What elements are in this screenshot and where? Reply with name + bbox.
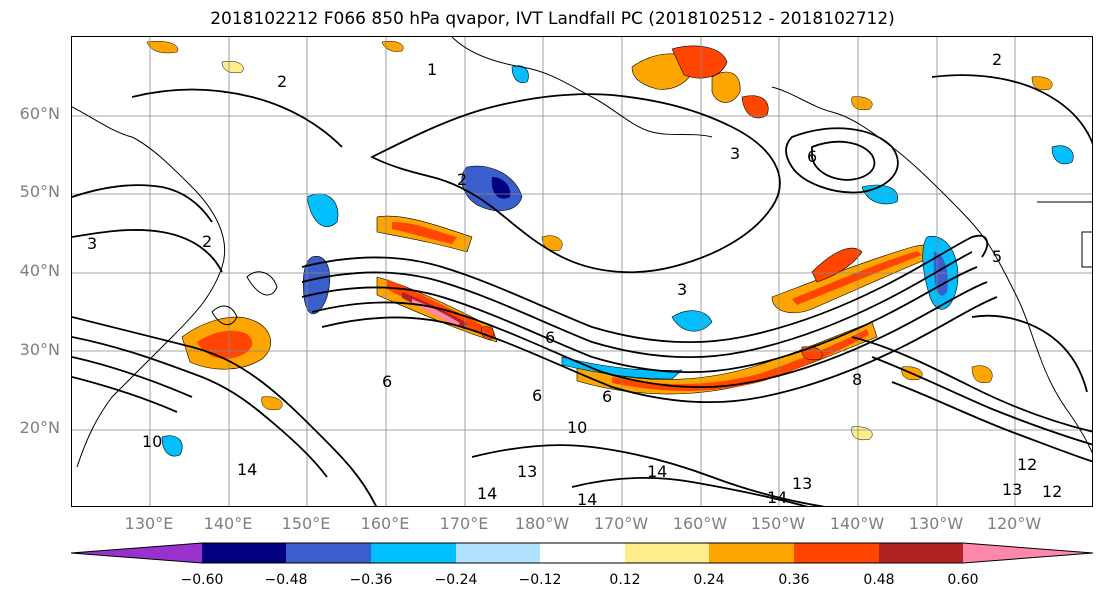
contour-label-group: 1 2 2 2 2 3 3 3 6 6 6 6 6 8 10 10 12 12 … xyxy=(87,50,1062,507)
colorbar-segment xyxy=(371,543,456,563)
lon-label-160e: 160°E xyxy=(360,514,410,533)
contour-label: 13 xyxy=(1002,480,1022,499)
colorbar-tick: 0.36 xyxy=(778,572,810,588)
contour-label: 3 xyxy=(87,234,97,253)
contour-label: 14 xyxy=(577,490,597,507)
contour-label: 6 xyxy=(382,372,392,391)
lon-label-160w: 160°W xyxy=(672,514,728,533)
contour-label: 3 xyxy=(677,280,687,299)
lat-label-50: 50°N xyxy=(19,182,60,201)
colorbar xyxy=(71,542,1094,564)
colorbar-segment xyxy=(963,543,1093,563)
map-canvas: 1 2 2 2 2 3 3 3 6 6 6 6 6 8 10 10 12 12 … xyxy=(72,37,1092,507)
contour-label: 1 xyxy=(427,60,437,79)
lon-label-140e: 140°E xyxy=(203,514,253,533)
contour-label: 10 xyxy=(567,418,587,437)
colorbar-segment xyxy=(456,543,540,563)
colorbar-tick: 0.48 xyxy=(863,572,895,588)
lon-label-140w: 140°W xyxy=(829,514,885,533)
lon-label-170e: 170°E xyxy=(439,514,489,533)
contour-label: 6 xyxy=(807,147,817,166)
colorbar-segment xyxy=(794,543,879,563)
contour-label: 2 xyxy=(992,50,1002,69)
colorbar-tick: 0.60 xyxy=(947,572,979,588)
contour-label: 2 xyxy=(202,232,212,251)
colorbar-tick: −0.60 xyxy=(180,572,224,588)
map-panel: 1 2 2 2 2 3 3 3 6 6 6 6 6 8 10 10 12 12 … xyxy=(71,36,1093,507)
lat-label-60: 60°N xyxy=(19,104,60,123)
contour-label: 3 xyxy=(730,144,740,163)
ivt-contours xyxy=(72,74,1092,506)
lat-label-30: 30°N xyxy=(19,340,60,359)
lat-label-20: 20°N xyxy=(19,418,60,437)
colorbar-tick: −0.24 xyxy=(434,572,478,588)
colorbar-tick: 0.24 xyxy=(693,572,725,588)
contour-label: 12 xyxy=(1042,482,1062,501)
contour-label: 8 xyxy=(852,370,862,389)
lon-label-170w: 170°W xyxy=(593,514,649,533)
lon-label-150w: 150°W xyxy=(750,514,806,533)
contour-label: 6 xyxy=(602,387,612,406)
colorbar-segment xyxy=(709,543,794,563)
colorbar-tick: −0.36 xyxy=(349,572,393,588)
lat-label-40: 40°N xyxy=(19,261,60,280)
colorbar-segment xyxy=(879,543,963,563)
contour-label: 10 xyxy=(142,432,162,451)
contour-label: 6 xyxy=(532,386,542,405)
contour-label: 14 xyxy=(767,488,787,507)
contour-label: 14 xyxy=(237,460,257,479)
colorbar-segment xyxy=(202,543,286,563)
lon-label-150e: 150°E xyxy=(281,514,331,533)
colorbar-tick: 0.12 xyxy=(609,572,641,588)
colorbar-segment xyxy=(286,543,371,563)
contour-label: 5 xyxy=(992,247,1002,266)
lon-label-130w: 130°W xyxy=(908,514,964,533)
colorbar-tick: −0.12 xyxy=(518,572,562,588)
colorbar-segment xyxy=(625,543,709,563)
lon-label-180w: 180°W xyxy=(514,514,570,533)
colorbar-outline xyxy=(71,542,1094,564)
contour-label: 2 xyxy=(277,72,287,91)
contour-label: 6 xyxy=(545,328,555,347)
contour-label: 12 xyxy=(1017,455,1037,474)
lon-label-130e: 130°E xyxy=(124,514,174,533)
contour-label: 13 xyxy=(517,462,537,481)
contour-label: 13 xyxy=(792,474,812,493)
lon-label-120w: 120°W xyxy=(986,514,1042,533)
colorbar-segment xyxy=(540,543,625,563)
contour-label: 14 xyxy=(477,484,497,503)
colorbar-segment xyxy=(71,543,202,563)
contour-label: 14 xyxy=(647,462,667,481)
shading-layer xyxy=(146,41,1074,457)
colorbar-tick: −0.48 xyxy=(264,572,308,588)
contour-label: 2 xyxy=(457,170,467,189)
map-title: 2018102212 F066 850 hPa qvapor, IVT Land… xyxy=(210,9,895,29)
colorbar-segments xyxy=(71,542,1094,564)
